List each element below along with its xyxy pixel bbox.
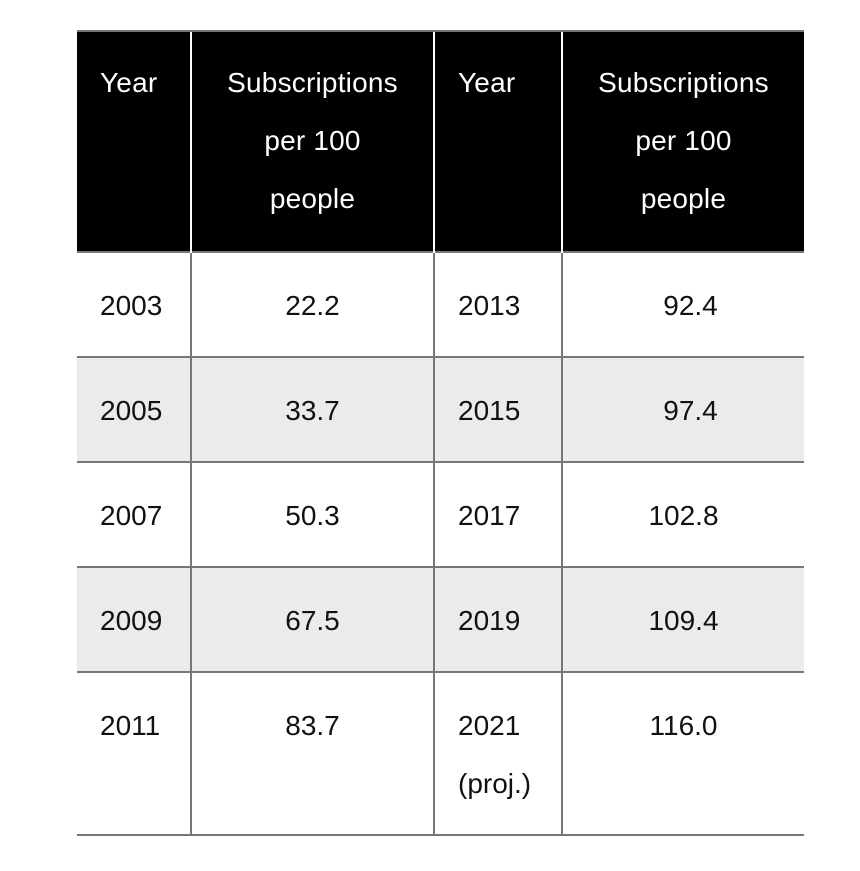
subscriptions-table-container: Year Subscriptions per 100 people Year S… — [77, 30, 804, 836]
header-subscriptions-left-line2: per 100 — [264, 125, 361, 156]
year-cell: 2003 — [77, 251, 191, 357]
table-row: 2007 50.3 2017 102.8 — [77, 461, 804, 567]
value-cell: 83.7 — [190, 671, 434, 836]
subscriptions-table: Year Subscriptions per 100 people Year S… — [77, 30, 804, 836]
projection-note: (proj.) — [458, 768, 532, 799]
value-cell: 92.4 — [561, 251, 804, 357]
header-subscriptions-left-line1: Subscriptions — [227, 67, 398, 98]
value-cell: 102.8 — [561, 461, 804, 567]
year-cell-projected: 2021 (proj.) — [433, 671, 562, 836]
header-row: Year Subscriptions per 100 people Year S… — [77, 30, 804, 252]
table-row: 2003 22.2 2013 92.4 — [77, 251, 804, 357]
header-subscriptions-right-line2: per 100 — [635, 125, 732, 156]
value-cell: 97.4 — [561, 356, 804, 462]
header-year-right: Year — [433, 30, 562, 252]
table-header: Year Subscriptions per 100 people Year S… — [77, 30, 804, 252]
table-row: 2009 67.5 2019 109.4 — [77, 566, 804, 672]
table-row: 2005 33.7 2015 97.4 — [77, 356, 804, 462]
value-cell: 22.2 — [190, 251, 434, 357]
value-cell: 109.4 — [561, 566, 804, 672]
year-cell: 2009 — [77, 566, 191, 672]
header-subscriptions-right-line3: people — [640, 183, 727, 214]
year-cell: 2005 — [77, 356, 191, 462]
table-body: 2003 22.2 2013 92.4 2005 33.7 2015 97.4 … — [77, 251, 804, 836]
header-year-right-text: Year — [458, 67, 516, 98]
value-cell: 33.7 — [190, 356, 434, 462]
year-cell: 2015 — [433, 356, 562, 462]
header-year-left-text: Year — [100, 67, 158, 98]
year-cell: 2011 — [77, 671, 191, 836]
year-cell: 2019 — [433, 566, 562, 672]
table-row: 2011 83.7 2021 (proj.) 116.0 — [77, 671, 804, 836]
value-cell: 50.3 — [190, 461, 434, 567]
header-year-left: Year — [77, 30, 191, 252]
value-cell: 67.5 — [190, 566, 434, 672]
year-cell: 2013 — [433, 251, 562, 357]
header-subscriptions-right-line1: Subscriptions — [598, 67, 769, 98]
header-subscriptions-left: Subscriptions per 100 people — [190, 30, 434, 252]
value-cell: 116.0 — [561, 671, 804, 836]
year-cell: 2007 — [77, 461, 191, 567]
header-subscriptions-left-line3: people — [269, 183, 356, 214]
header-subscriptions-right: Subscriptions per 100 people — [561, 30, 804, 252]
year-cell: 2017 — [433, 461, 562, 567]
year-text: 2021 — [458, 710, 521, 741]
